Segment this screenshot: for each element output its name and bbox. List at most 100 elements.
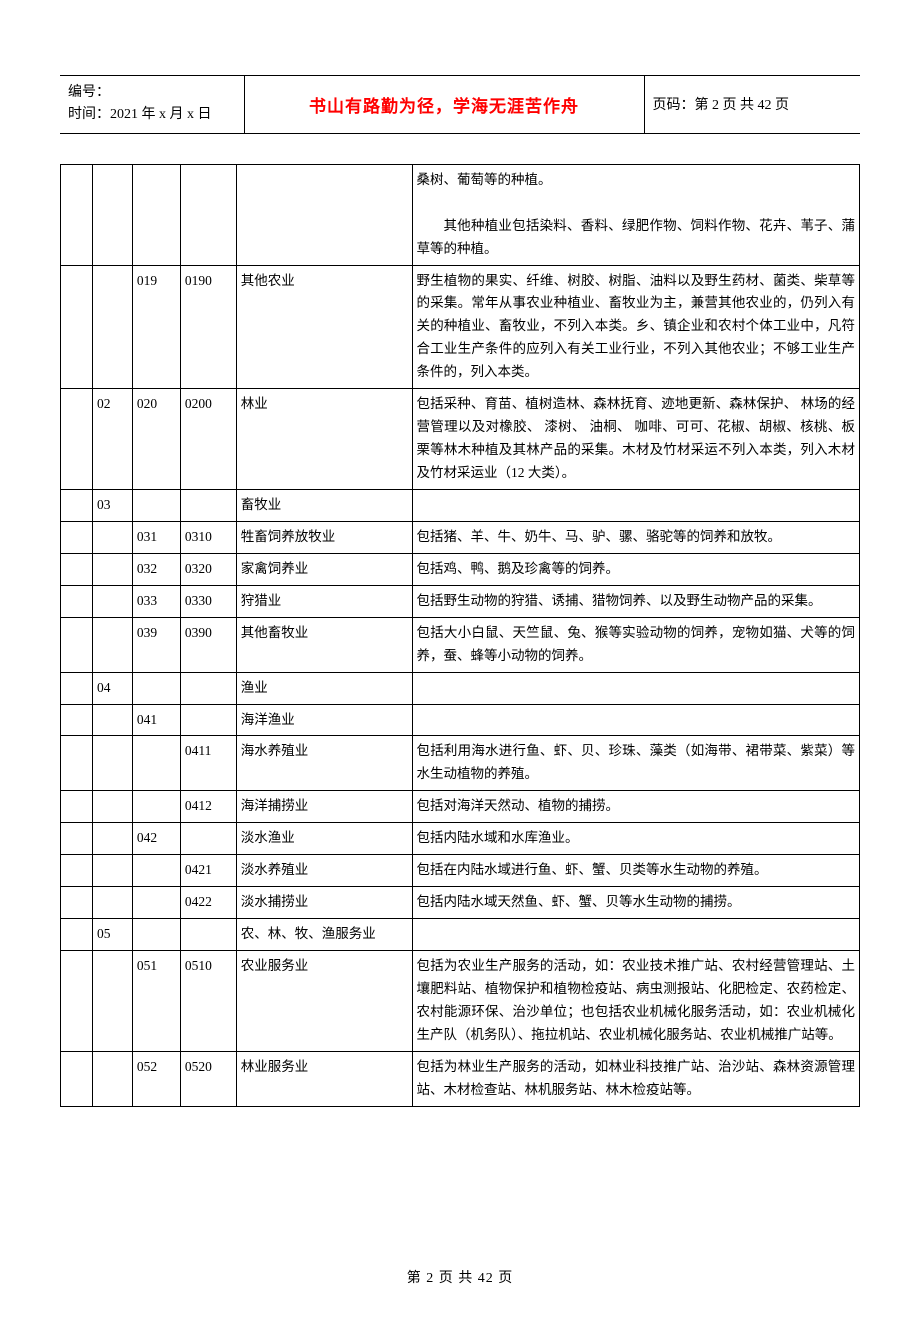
table-row: 0190190其他农业野生植物的果实、纤维、树胶、树脂、油料以及野生药材、菌类、… [61,265,860,389]
category-name-cell: 海洋渔业 [236,704,412,736]
description-cell [412,672,859,704]
code-cell: 041 [132,704,180,736]
code-cell: 04 [92,672,132,704]
code-cell [92,951,132,1052]
code-cell [61,919,93,951]
category-name-cell: 狩猎业 [236,585,412,617]
description-cell [412,489,859,521]
table-row: 05 农、林、牧、渔服务业 [61,919,860,951]
code-cell: 0190 [180,265,236,389]
code-cell: 0320 [180,553,236,585]
code-cell [132,919,180,951]
code-cell [92,887,132,919]
header-left-cell: 编号： 时间：2021 年 x 月 x 日 [60,76,244,134]
code-cell [180,823,236,855]
table-row: 0421淡水养殖业包括在内陆水域进行鱼、虾、蟹、贝类等水生动物的养殖。 [61,855,860,887]
code-cell [92,521,132,553]
code-cell [61,672,93,704]
code-cell [180,489,236,521]
code-cell: 039 [132,617,180,672]
code-cell [92,617,132,672]
code-cell: 0412 [180,791,236,823]
code-cell [180,672,236,704]
document-page: 编号： 时间：2021 年 x 月 x 日 书山有路勤为径，学海无涯苦作舟 页码… [0,0,920,1327]
description-cell: 野生植物的果实、纤维、树胶、树脂、油料以及野生药材、菌类、柴草等的采集。常年从事… [412,265,859,389]
table-row: 042 淡水渔业包括内陆水域和水库渔业。 [61,823,860,855]
code-cell [61,164,93,265]
code-cell: 0421 [180,855,236,887]
code-cell [61,265,93,389]
code-cell [61,704,93,736]
description-cell: 包括内陆水域天然鱼、虾、蟹、贝等水生动物的捕捞。 [412,887,859,919]
table-row: 020200200林业包括采种、育苗、植树造林、森林抚育、迹地更新、森林保护、 … [61,389,860,490]
code-cell [132,736,180,791]
description-cell: 包括对海洋天然动、植物的捕捞。 [412,791,859,823]
table-row: 0330330狩猎业包括野生动物的狩猎、诱捕、猎物饲养、以及野生动物产品的采集。 [61,585,860,617]
code-cell [92,1051,132,1106]
description-cell [412,704,859,736]
code-cell [92,585,132,617]
category-name-cell: 淡水捕捞业 [236,887,412,919]
category-name-cell: 牲畜饲养放牧业 [236,521,412,553]
table-row: 0520520林业服务业包括为林业生产服务的活动，如林业科技推广站、治沙站、森林… [61,1051,860,1106]
description-cell: 包括在内陆水域进行鱼、虾、蟹、贝类等水生动物的养殖。 [412,855,859,887]
table-row: 0310310牲畜饲养放牧业包括猪、羊、牛、奶牛、马、驴、骡、骆驼等的饲养和放牧… [61,521,860,553]
code-cell [180,919,236,951]
code-cell [132,855,180,887]
table-row: 0411海水养殖业包括利用海水进行鱼、虾、贝、珍珠、藻类（如海带、裙带菜、紫菜）… [61,736,860,791]
table-row: 0422淡水捕捞业包括内陆水域天然鱼、虾、蟹、贝等水生动物的捕捞。 [61,887,860,919]
category-name-cell: 渔业 [236,672,412,704]
code-cell [92,164,132,265]
page-footer: 第 2 页 共 42 页 [60,1267,860,1287]
description-cell: 包括为农业生产服务的活动，如：农业技术推广站、农村经营管理站、土壤肥料站、植物保… [412,951,859,1052]
category-name-cell: 畜牧业 [236,489,412,521]
code-cell: 0422 [180,887,236,919]
table-row: 041 海洋渔业 [61,704,860,736]
code-cell [132,489,180,521]
category-name-cell: 农、林、牧、渔服务业 [236,919,412,951]
code-cell: 0520 [180,1051,236,1106]
page-label: 页码：第 2 页 共 42 页 [653,98,790,113]
code-cell: 05 [92,919,132,951]
code-cell [61,855,93,887]
code-cell [92,553,132,585]
table-row: 03畜牧业 [61,489,860,521]
description-cell: 包括野生动物的狩猎、诱捕、猎物饲养、以及野生动物产品的采集。 [412,585,859,617]
table-row: 0320320家禽饲养业包括鸡、鸭、鹅及珍禽等的饲养。 [61,553,860,585]
header-mid-cell: 书山有路勤为径，学海无涯苦作舟 [244,76,644,134]
code-cell [92,736,132,791]
code-cell [61,1051,93,1106]
code-cell: 02 [92,389,132,490]
category-name-cell: 淡水渔业 [236,823,412,855]
code-cell [92,704,132,736]
code-cell [61,791,93,823]
code-cell: 042 [132,823,180,855]
code-cell [61,951,93,1052]
doc-id-label: 编号： [68,85,110,100]
table-row: 04 渔业 [61,672,860,704]
code-cell [61,887,93,919]
category-name-cell: 林业服务业 [236,1051,412,1106]
code-cell: 052 [132,1051,180,1106]
code-cell [61,585,93,617]
code-cell: 0330 [180,585,236,617]
code-cell: 033 [132,585,180,617]
code-cell [180,704,236,736]
header-right-cell: 页码：第 2 页 共 42 页 [644,76,860,134]
description-cell: 包括大小白鼠、天竺鼠、兔、猴等实验动物的饲养，宠物如猫、犬等的饲养，蚕、蜂等小动… [412,617,859,672]
doc-time-label: 时间：2021 年 x 月 x 日 [68,107,212,122]
table-row: 0390390其他畜牧业包括大小白鼠、天竺鼠、兔、猴等实验动物的饲养，宠物如猫、… [61,617,860,672]
code-cell [61,553,93,585]
category-name-cell: 淡水养殖业 [236,855,412,887]
motto-text: 书山有路勤为径，学海无涯苦作舟 [309,97,579,116]
code-cell [92,855,132,887]
description-cell: 包括内陆水域和水库渔业。 [412,823,859,855]
table-row: 0510510农业服务业包括为农业生产服务的活动，如：农业技术推广站、农村经营管… [61,951,860,1052]
code-cell [61,823,93,855]
header-banner: 编号： 时间：2021 年 x 月 x 日 书山有路勤为径，学海无涯苦作舟 页码… [60,75,860,134]
code-cell [132,791,180,823]
category-name-cell: 林业 [236,389,412,490]
description-cell: 包括采种、育苗、植树造林、森林抚育、迹地更新、森林保护、 林场的经营管理以及对橡… [412,389,859,490]
code-cell: 0390 [180,617,236,672]
description-cell: 桑树、葡萄等的种植。其他种植业包括染料、香料、绿肥作物、饲料作物、花卉、苇子、蒲… [412,164,859,265]
